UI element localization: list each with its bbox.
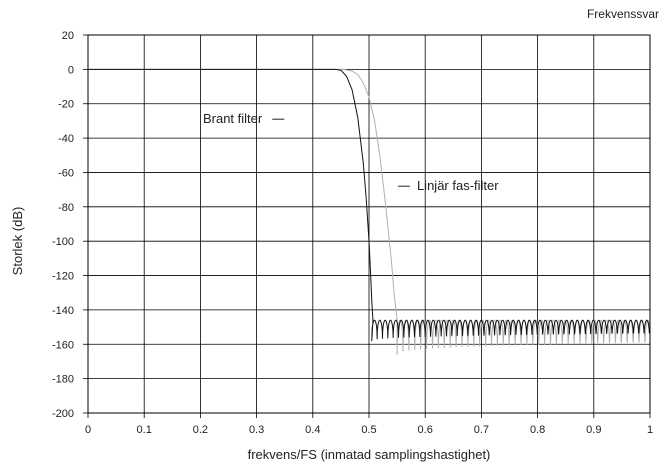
annotations: Brant filter Linjär fas-filter: [203, 111, 499, 193]
y-tick-label: 0: [68, 64, 74, 76]
x-tick-label: 0.4: [305, 424, 320, 436]
annotation-linjar-fas-filter: Linjär fas-filter: [417, 178, 499, 193]
x-tick-label: 0: [85, 424, 91, 436]
y-tick-label: -20: [58, 99, 74, 111]
y-tick-label: -180: [52, 374, 74, 386]
y-tick-label: -100: [52, 236, 74, 248]
x-tick-label: 0.9: [586, 424, 601, 436]
y-axis-label: Storlek (dB): [10, 207, 25, 276]
x-axis-ticks: 0 0.1 0.2 0.3 0.4 0.5 0.6 0.7 0.8 0.9 1: [85, 413, 653, 436]
y-tick-label: -120: [52, 271, 74, 283]
y-tick-label: 20: [62, 30, 74, 42]
series-layer: [88, 68, 651, 356]
x-axis-label: frekvens/FS (inmatad samplingshastighet): [248, 447, 491, 462]
x-tick-label: 0.7: [474, 424, 489, 436]
x-tick-label: 0.8: [530, 424, 545, 436]
x-tick-label: 0.6: [418, 424, 433, 436]
x-tick-label: 0.2: [193, 424, 208, 436]
x-tick-label: 1: [647, 424, 653, 436]
annotation-brant-filter: Brant filter: [203, 111, 263, 126]
y-tick-label: -200: [52, 408, 74, 420]
x-tick-label: 0.3: [249, 424, 264, 436]
y-axis-ticks: 20 0 -20 -40 -60 -80 -100 -120 -140 -160 -180 -200: [52, 30, 88, 420]
chart-title: Frekvenssvar: [587, 7, 659, 21]
y-tick-label: -60: [58, 167, 74, 179]
y-tick-label: -40: [58, 133, 74, 145]
grid: [87, 34, 651, 414]
y-tick-label: -140: [52, 305, 74, 317]
steep-filter-line: [88, 68, 651, 342]
y-tick-label: -160: [52, 339, 74, 351]
x-tick-label: 0.5: [361, 424, 376, 436]
x-tick-label: 0.1: [137, 424, 152, 436]
y-tick-label: -80: [58, 202, 74, 214]
